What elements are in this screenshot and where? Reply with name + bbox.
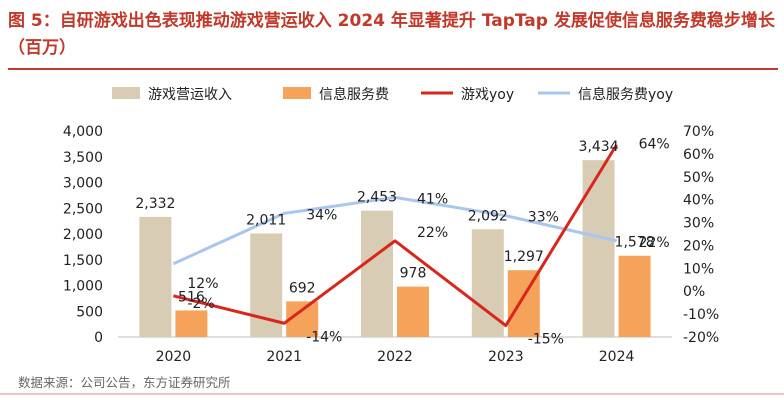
bar-info-service xyxy=(618,255,651,337)
label-game-yoy: 22% xyxy=(417,225,448,241)
y-right-tick-label: 60% xyxy=(683,147,714,163)
label-game-yoy: -2% xyxy=(187,296,214,312)
line-info-service-yoy xyxy=(172,195,617,266)
y-left-tick-label: 0 xyxy=(94,330,103,346)
bar-game-revenue xyxy=(361,210,393,337)
y-right-tick-label: 0% xyxy=(683,284,705,300)
label-info-service-yoy: 34% xyxy=(306,207,337,223)
label-info-service: 1,578 xyxy=(615,235,655,251)
legend-label: 信息服务费 xyxy=(319,86,389,103)
label-info-service-yoy: 33% xyxy=(528,210,559,226)
line-game-yoy xyxy=(173,143,618,328)
y-right-tick-label: 30% xyxy=(683,216,714,232)
label-info-service-yoy: 12% xyxy=(187,276,218,292)
y-right-tick-label: 40% xyxy=(683,193,714,209)
y-left-tick-label: 1,000 xyxy=(63,279,103,295)
bar-game-revenue xyxy=(582,160,615,337)
label-info-service-yoy: 41% xyxy=(417,191,448,207)
label-game-revenue: 2,453 xyxy=(357,190,397,206)
label-info-service: 978 xyxy=(400,266,427,282)
x-tick-label: 2023 xyxy=(488,349,524,365)
bar-game-revenue xyxy=(139,216,172,337)
y-left-tick-label: 4,000 xyxy=(63,124,103,140)
y-right-tick-label: 50% xyxy=(683,170,714,186)
legend-swatch-1 xyxy=(283,87,311,99)
y-right-tick-label: 10% xyxy=(683,261,714,277)
y-left-tick-label: 3,000 xyxy=(63,176,103,192)
bar-info-service xyxy=(175,310,208,337)
x-tick-label: 2022 xyxy=(377,349,413,365)
legend-label: 信息服务费yoy xyxy=(578,86,673,103)
title-divider xyxy=(8,68,778,70)
label-info-service: 692 xyxy=(289,280,316,296)
chart-title: 图 5：自研游戏出色表现推动游戏营运收入 2024 年显著提升 TapTap 发… xyxy=(8,11,775,58)
legend-swatch-0 xyxy=(112,87,140,99)
y-right-tick-label: 70% xyxy=(683,124,714,140)
label-info-service: 1,297 xyxy=(504,249,544,265)
label-game-revenue: 2,011 xyxy=(246,212,286,228)
bar-info-service xyxy=(397,286,429,337)
source-note: 数据来源：公司公告，东方证券研究所 xyxy=(18,375,231,390)
y-right-tick-label: -10% xyxy=(683,307,719,323)
label-game-yoy: -14% xyxy=(306,329,342,345)
legend-label: 游戏营运收入 xyxy=(148,87,232,103)
y-left-tick-label: 1,500 xyxy=(63,253,103,269)
label-game-revenue: 3,434 xyxy=(579,139,619,155)
bottom-divider xyxy=(0,393,784,395)
x-tick-label: 2024 xyxy=(599,349,635,365)
x-tick-label: 2021 xyxy=(266,349,302,365)
y-left-tick-label: 2,000 xyxy=(63,227,103,243)
y-left-tick-label: 500 xyxy=(76,304,103,320)
label-info-service-yoy: 22% xyxy=(639,235,670,251)
y-right-tick-label: -20% xyxy=(683,330,719,346)
label-game-revenue: 2,332 xyxy=(135,196,175,212)
label-game-revenue: 2,092 xyxy=(468,208,508,224)
y-left-tick-label: 3,500 xyxy=(63,150,103,166)
x-tick-label: 2020 xyxy=(156,349,192,365)
label-game-yoy: -15% xyxy=(528,332,564,348)
legend-label: 游戏yoy xyxy=(461,87,514,103)
y-right-tick-label: 20% xyxy=(683,238,714,254)
label-game-yoy: 64% xyxy=(639,137,670,153)
y-left-tick-label: 2,500 xyxy=(63,201,103,217)
label-info-service: 516 xyxy=(178,289,205,305)
